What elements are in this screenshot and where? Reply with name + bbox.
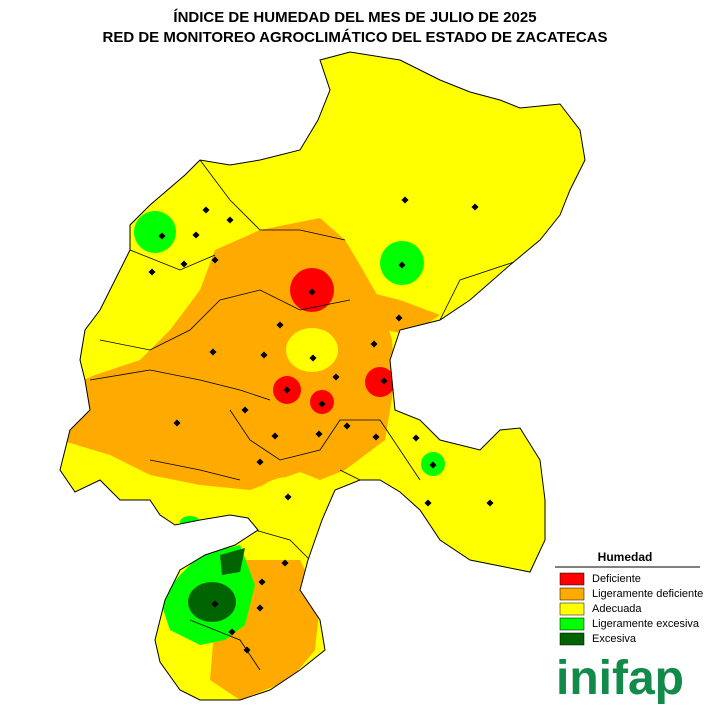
title-line: RED DE MONITOREO AGROCLIMÁTICO DEL ESTAD… [102, 29, 607, 46]
station [308, 288, 316, 296]
station [258, 578, 266, 586]
station [412, 434, 420, 442]
legend-swatch [559, 572, 585, 586]
station [276, 321, 284, 329]
legend-title: Humedad [598, 550, 653, 564]
station [283, 386, 291, 394]
station [173, 419, 181, 427]
station [211, 600, 219, 608]
legend-label: Adecuada [592, 603, 642, 615]
legend-label: Ligeramente excesiva [592, 618, 700, 630]
station [332, 373, 340, 381]
station [256, 458, 264, 466]
station [398, 261, 406, 269]
station [281, 559, 289, 567]
legend-label: Excesiva [592, 633, 637, 645]
station [284, 493, 292, 501]
station [226, 216, 234, 224]
station [241, 406, 249, 414]
station [158, 232, 166, 240]
station [318, 400, 326, 408]
station [256, 604, 264, 612]
station [424, 499, 432, 507]
station [148, 268, 156, 276]
station [486, 499, 494, 507]
stations [148, 196, 494, 654]
station [243, 646, 251, 654]
station [315, 430, 323, 438]
station [401, 196, 409, 204]
station [228, 628, 236, 636]
station [395, 314, 403, 322]
state-outline [59, 51, 586, 701]
logo: inifap [556, 652, 684, 705]
legend-label: Ligeramente deficiente [592, 588, 703, 600]
station [202, 206, 210, 214]
legend-swatch [559, 602, 585, 616]
legend-swatch [559, 587, 585, 601]
station [271, 432, 279, 440]
station [209, 348, 217, 356]
station [192, 231, 200, 239]
station [343, 422, 351, 430]
legend: Humedad Deficiente Ligeramente deficiente… [555, 550, 703, 646]
legend-label: Deficiente [592, 573, 641, 585]
station [471, 203, 479, 211]
title-line: ÍNDICE DE HUMEDAD DEL MES DE JULIO DE 20… [173, 9, 536, 26]
station [260, 351, 268, 359]
station [370, 340, 378, 348]
legend-swatch [559, 632, 585, 646]
legend-swatch [559, 617, 585, 631]
station [372, 433, 380, 441]
station [309, 354, 317, 362]
station [211, 256, 219, 264]
station [180, 260, 188, 268]
station [380, 377, 388, 385]
station [429, 461, 437, 469]
